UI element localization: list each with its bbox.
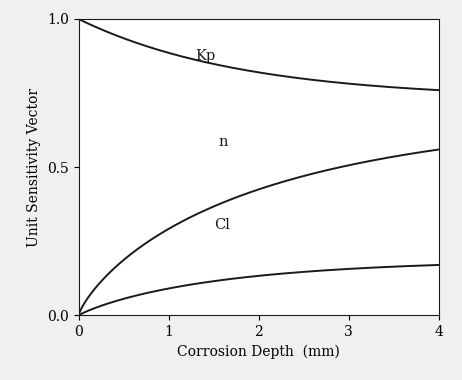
Y-axis label: Unit Sensitivity Vector: Unit Sensitivity Vector <box>27 88 42 247</box>
Text: Kp: Kp <box>196 49 216 63</box>
X-axis label: Corrosion Depth  (mm): Corrosion Depth (mm) <box>177 345 340 359</box>
Text: n: n <box>218 135 228 149</box>
Text: Cl: Cl <box>213 218 230 232</box>
